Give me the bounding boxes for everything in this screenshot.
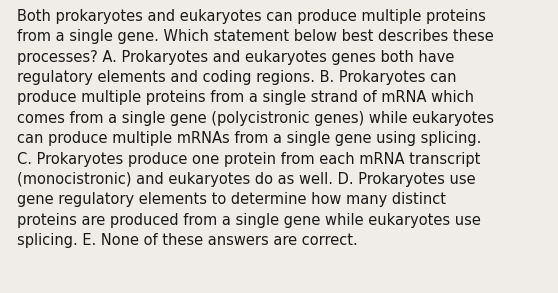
Text: Both prokaryotes and eukaryotes can produce multiple proteins
from a single gene: Both prokaryotes and eukaryotes can prod… bbox=[17, 9, 494, 248]
